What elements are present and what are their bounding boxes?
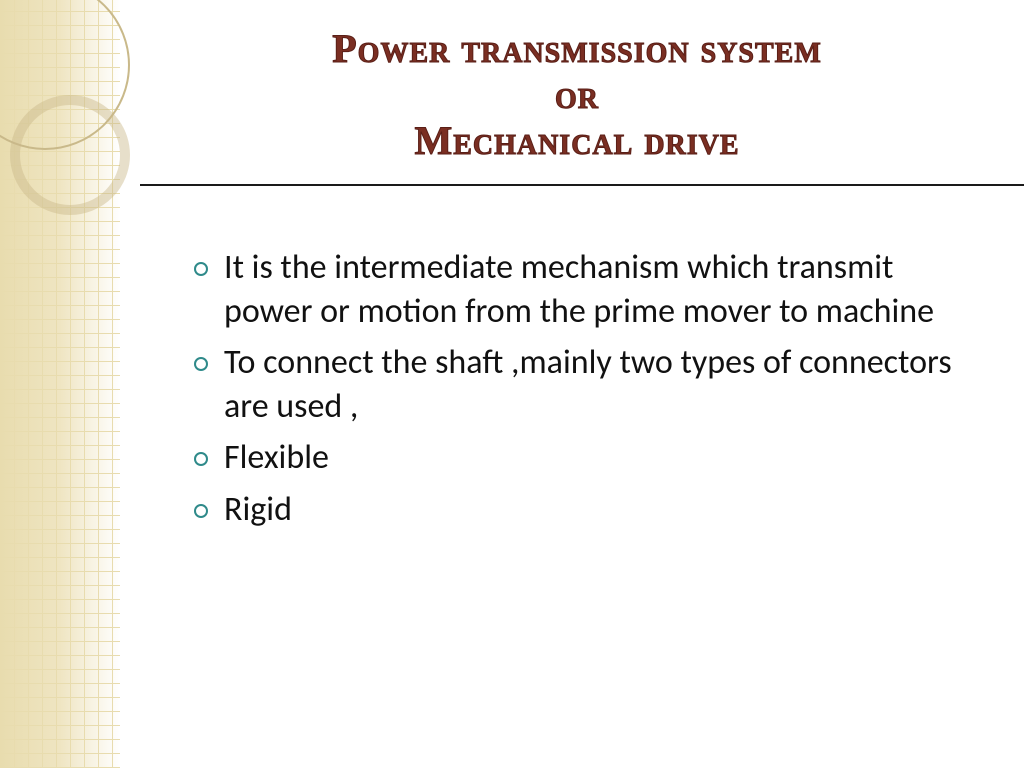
bullet-list: It is the intermediate mechanism which t…	[190, 246, 954, 531]
content-area: Power transmission system or Mechanical …	[110, 0, 1024, 768]
title-line-3: Mechanical drive	[160, 118, 994, 164]
title-line-1: Power transmission system	[160, 26, 994, 72]
title-block: Power transmission system or Mechanical …	[160, 20, 994, 178]
slide: Power transmission system or Mechanical …	[0, 0, 1024, 768]
body-area: It is the intermediate mechanism which t…	[160, 186, 994, 531]
title-line-2: or	[160, 72, 994, 118]
bullet-item: To connect the shaft ,mainly two types o…	[190, 341, 954, 428]
bullet-item: It is the intermediate mechanism which t…	[190, 246, 954, 333]
bullet-item: Rigid	[190, 488, 954, 532]
bullet-item: Flexible	[190, 436, 954, 480]
